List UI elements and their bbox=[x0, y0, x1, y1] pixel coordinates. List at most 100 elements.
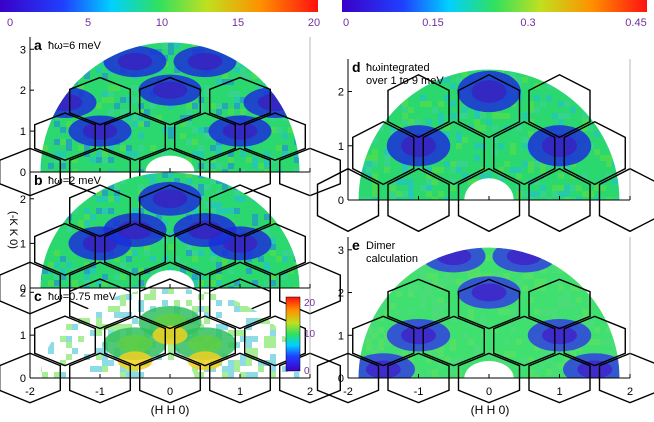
x-tick-label: 1 bbox=[237, 386, 243, 398]
y-tick-label: 1 bbox=[20, 238, 26, 250]
hexagon bbox=[209, 184, 271, 238]
inset-colorbar-tick-label: 10 bbox=[304, 329, 316, 340]
left-colorbar-tick-label: 0 bbox=[7, 17, 13, 29]
hexagon bbox=[422, 315, 485, 367]
x-tick-label: 2 bbox=[627, 386, 633, 398]
right-colorbar bbox=[342, 0, 647, 12]
panel-label-line2: calculation bbox=[366, 253, 418, 265]
y-tick-label: 2 bbox=[338, 288, 344, 300]
hexagon bbox=[563, 315, 626, 367]
hexagon bbox=[422, 120, 485, 186]
inset-colorbar-tick-label: 0 bbox=[304, 366, 310, 377]
left-colorbar-tick-label: 10 bbox=[156, 17, 168, 29]
hexagon bbox=[139, 278, 201, 330]
hexagon bbox=[34, 315, 96, 367]
x-tick-label: -1 bbox=[414, 386, 424, 398]
y-tick-label: 0 bbox=[338, 373, 344, 385]
hexagon-grid bbox=[316, 73, 654, 233]
hexagon bbox=[139, 352, 201, 404]
hexagon bbox=[493, 120, 556, 186]
hexagon bbox=[387, 278, 450, 330]
hexagon bbox=[457, 278, 521, 330]
left-colorbar bbox=[0, 0, 318, 12]
panel-letter: d bbox=[352, 59, 361, 75]
hexagon bbox=[209, 352, 271, 404]
hexagon bbox=[174, 315, 236, 367]
hexagon bbox=[139, 184, 201, 238]
hexagon bbox=[104, 112, 166, 161]
hexagon bbox=[457, 352, 521, 404]
right-colorbar-tick-label: 0.45 bbox=[625, 17, 646, 29]
left-colorbar-tick-label: 5 bbox=[85, 17, 91, 29]
y-tick-label: 2 bbox=[20, 85, 26, 97]
y-tick-label: 2 bbox=[20, 287, 26, 299]
y-tick-label: 3 bbox=[338, 245, 344, 257]
panel-a: 0 1 2 3 a ħω=6 meV bbox=[0, 37, 341, 197]
hexagon bbox=[69, 184, 131, 238]
left-colorbar-tick-label: 15 bbox=[232, 17, 244, 29]
y-tick-label: 2 bbox=[338, 87, 344, 99]
left-colorbar-ticks: 0 5 10 15 20 bbox=[7, 17, 320, 29]
panel-letter: a bbox=[34, 37, 42, 53]
x-tick-label: 1 bbox=[556, 386, 562, 398]
y-tick-label: 2 bbox=[20, 194, 26, 206]
hexagon bbox=[104, 222, 166, 276]
hexagon bbox=[69, 76, 131, 126]
hexagon bbox=[563, 120, 626, 186]
hexagon bbox=[139, 76, 201, 126]
xlabel-left: (H H 0) bbox=[151, 403, 190, 417]
hexagon bbox=[69, 352, 131, 404]
panel-letter: e bbox=[352, 237, 360, 253]
y-tick-label: 0 bbox=[20, 373, 26, 385]
hexagon bbox=[209, 76, 271, 126]
x-tick-label: 0 bbox=[486, 386, 492, 398]
hexagon bbox=[209, 278, 271, 330]
hexagon bbox=[244, 222, 306, 276]
hexagon bbox=[528, 278, 591, 330]
y-tick-label: 1 bbox=[338, 141, 344, 153]
panel-label-line1: Dimer bbox=[366, 240, 396, 252]
inset-colorbar-tick-label: 20 bbox=[304, 298, 316, 309]
hexagon-grid bbox=[0, 278, 341, 404]
panel-label: ħω=6 meV bbox=[48, 40, 102, 52]
ylabel-left: (-K K 0) bbox=[7, 211, 19, 249]
inset-colorbar bbox=[285, 296, 301, 372]
y-tick-label: 3 bbox=[20, 44, 26, 56]
y-tick-label: 0 bbox=[338, 195, 344, 207]
hexagon bbox=[352, 120, 415, 186]
hexagon bbox=[457, 73, 521, 139]
panel-label: ħω=2 meV bbox=[48, 175, 102, 187]
xlabel-right: (H H 0) bbox=[471, 403, 510, 417]
left-colorbar-tick-label: 20 bbox=[308, 17, 320, 29]
hexagon bbox=[457, 167, 521, 233]
right-colorbar-tick-label: 0.3 bbox=[520, 17, 535, 29]
hexagon bbox=[244, 315, 306, 367]
hexagon bbox=[34, 222, 96, 276]
y-tick-label: 0 bbox=[20, 283, 26, 295]
x-tick-label: -1 bbox=[95, 386, 105, 398]
hexagon bbox=[387, 167, 450, 233]
hexagon bbox=[174, 222, 236, 276]
y-tick-label: 1 bbox=[20, 126, 26, 138]
y-tick-label: 1 bbox=[338, 330, 344, 342]
hexagon bbox=[528, 73, 591, 139]
x-tick-label: -2 bbox=[25, 386, 35, 398]
panel-label-line1: ħωintegrated bbox=[366, 62, 430, 74]
hexagon bbox=[528, 167, 591, 233]
right-colorbar-ticks: 0 0.15 0.3 0.45 bbox=[343, 17, 647, 29]
y-tick-label: 0 bbox=[20, 167, 26, 179]
hexagon bbox=[104, 315, 166, 367]
panel-label-line2: over 1 to 9 meV bbox=[366, 75, 444, 87]
right-colorbar-tick-label: 0.15 bbox=[422, 17, 443, 29]
x-tick-label: 2 bbox=[307, 386, 313, 398]
hexagon bbox=[174, 112, 236, 161]
hexagon bbox=[34, 112, 96, 161]
hexagon bbox=[69, 278, 131, 330]
hexagon bbox=[387, 352, 450, 404]
x-tick-label: -2 bbox=[343, 386, 353, 398]
panel-label: ħω=0.75 meV bbox=[48, 291, 117, 303]
hexagon bbox=[493, 315, 556, 367]
